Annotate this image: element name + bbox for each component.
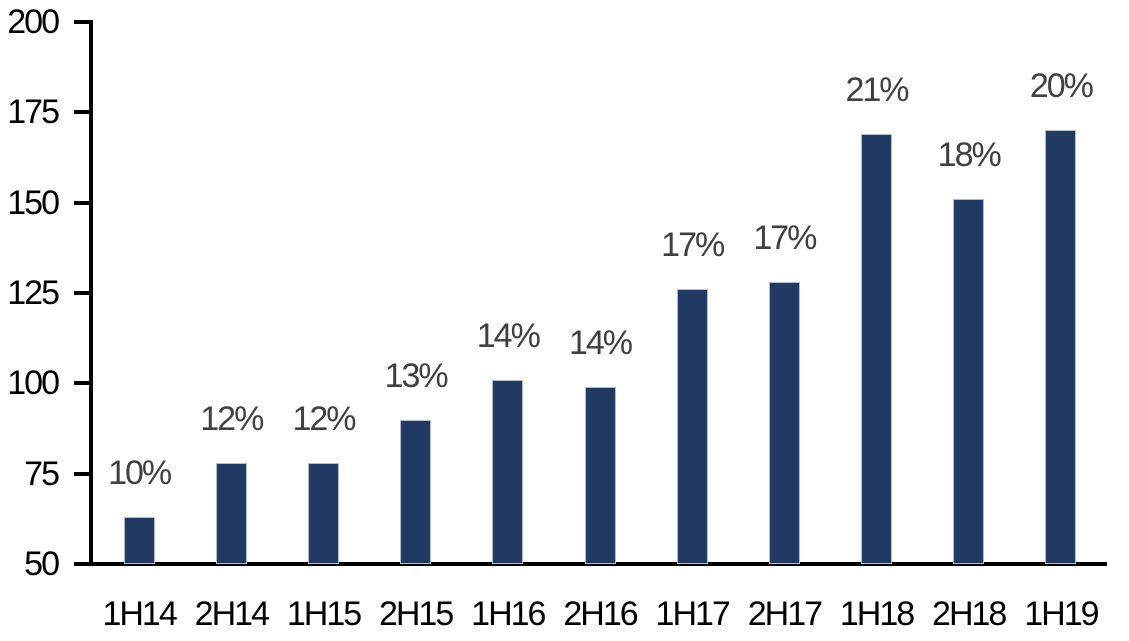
bar-1H14 (123, 517, 155, 564)
y-axis-tick (74, 291, 90, 295)
bar-2H16 (584, 386, 616, 564)
data-label-1H16: 14% (476, 316, 541, 355)
y-axis-tick (74, 110, 90, 115)
bar-2H17 (768, 282, 800, 564)
bar-1H16 (492, 379, 524, 564)
x-tick-label-2H14: 2H14 (194, 595, 270, 633)
y-axis-tick (74, 200, 90, 205)
y-axis-tick (74, 381, 90, 386)
y-tick-label: 75 (24, 454, 60, 493)
x-tick-label-1H16: 1H16 (471, 595, 546, 633)
data-label-1H19: 20% (1029, 67, 1094, 106)
x-tick-label-1H15: 1H15 (286, 595, 362, 633)
y-axis-line (89, 20, 93, 566)
bar-1H17 (676, 289, 708, 564)
x-tick-label-2H17: 2H17 (747, 595, 823, 633)
y-axis-tick (74, 471, 90, 476)
data-label-2H17: 17% (753, 219, 817, 258)
y-tick-label: 175 (7, 93, 60, 132)
data-label-1H15: 12% (292, 399, 356, 438)
x-tick-label-2H18: 2H18 (932, 595, 1007, 633)
x-tick-label-1H17: 1H17 (655, 595, 731, 633)
data-label-2H18: 18% (937, 136, 1002, 175)
y-tick-label: 200 (7, 3, 60, 41)
bar-1H15 (308, 462, 339, 564)
y-axis-tick (74, 20, 90, 24)
bar-2H18 (953, 199, 985, 564)
data-label-1H18: 21% (845, 71, 909, 109)
x-tick-label-1H14: 1H14 (102, 595, 177, 633)
y-tick-label: 150 (7, 183, 60, 222)
y-tick-label: 125 (7, 274, 60, 312)
data-label-1H14: 10% (108, 454, 172, 492)
x-tick-label-1H19: 1H19 (1024, 595, 1099, 633)
bar-1H18 (861, 134, 892, 564)
x-tick-label-2H15: 2H15 (378, 595, 454, 633)
y-tick-label: 100 (7, 364, 60, 403)
bar-1H19 (1045, 130, 1077, 564)
data-label-2H14: 12% (200, 399, 264, 438)
x-axis-line (74, 562, 1107, 566)
y-tick-label: 50 (24, 545, 60, 583)
x-tick-label-1H18: 1H18 (839, 595, 915, 633)
data-label-1H17: 17% (661, 226, 725, 265)
x-tick-label-2H16: 2H16 (563, 595, 638, 633)
data-label-2H16: 14% (568, 323, 633, 362)
bar-2H15 (400, 419, 432, 564)
data-label-2H15: 13% (384, 356, 449, 395)
bar-2H14 (215, 462, 247, 564)
